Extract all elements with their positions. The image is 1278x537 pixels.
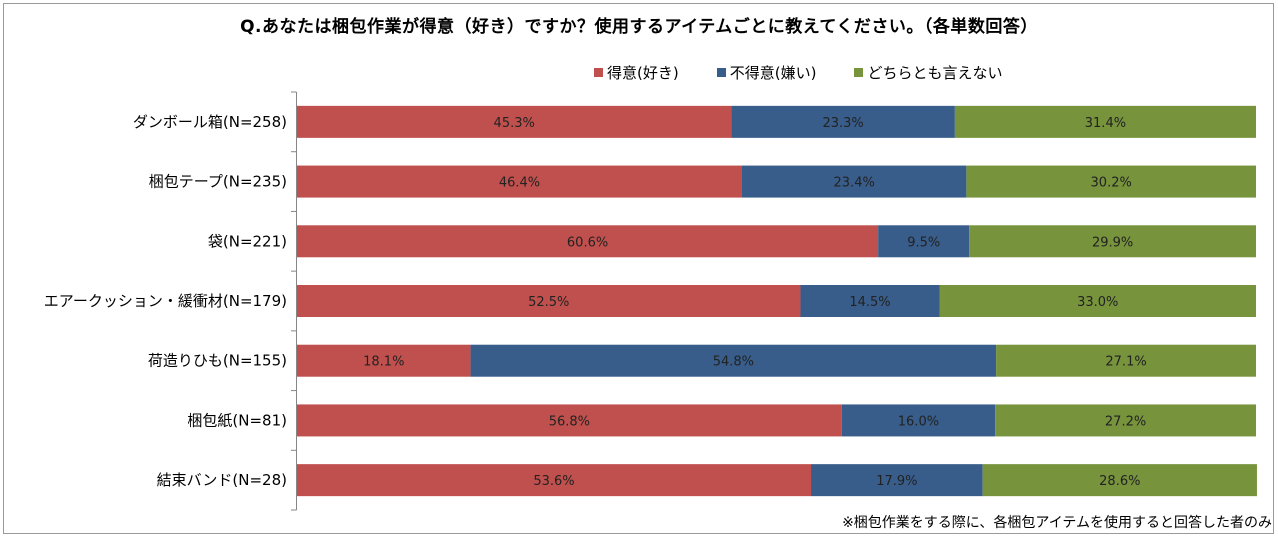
data-label-skilled: 45.3% [494, 116, 535, 131]
bar-segment-neutral [954, 105, 1256, 138]
category-label: 結束バンド(N=28) [157, 471, 287, 489]
data-label-unskilled: 9.5% [907, 235, 940, 250]
category-label: 梱包テープ(N=235) [149, 173, 287, 191]
data-label-unskilled: 14.5% [849, 295, 890, 310]
category-label: エアークッション・緩衝材(N=179) [44, 292, 287, 310]
bar-segment-neutral [969, 225, 1256, 258]
legend-swatch-skilled [594, 67, 603, 77]
data-label-skilled: 53.6% [533, 474, 574, 489]
data-label-neutral: 27.1% [1105, 355, 1146, 370]
footnote: ※梱包作業をする際に、各梱包アイテムを使用すると回答した者のみ [842, 515, 1272, 531]
chart-title: Q.あなたは梱包作業が得意（好き）ですか？使用するアイテムごとに教えてください。… [240, 17, 1038, 37]
bar-segment-unskilled [800, 285, 940, 317]
data-label-unskilled: 54.8% [713, 355, 754, 370]
data-label-unskilled: 16.0% [898, 414, 939, 429]
category-label: 袋(N=221) [208, 232, 287, 250]
bar-segment-neutral [996, 344, 1256, 377]
bar-segment-unskilled [741, 165, 967, 198]
bar-segment-skilled [297, 225, 879, 258]
data-label-neutral: 29.9% [1092, 235, 1133, 250]
data-label-neutral: 31.4% [1085, 116, 1126, 131]
data-label-unskilled: 23.3% [822, 116, 863, 131]
legend-label-neutral: どちらとも言えない [867, 63, 1003, 82]
legend-swatch-unskilled [716, 67, 726, 77]
data-label-unskilled: 23.4% [834, 176, 875, 191]
bar-segment-unskilled [841, 404, 996, 437]
bar-segment-unskilled [731, 105, 955, 138]
chart-frame [3, 3, 1274, 534]
legend-item-unskilled: 不得意(嫌い) [716, 62, 817, 83]
bar-segment-skilled [297, 285, 801, 317]
bar-segment-neutral [939, 285, 1256, 317]
data-label-skilled: 46.4% [499, 176, 540, 191]
data-label-unskilled: 17.9% [876, 474, 917, 489]
data-label-skilled: 56.8% [549, 414, 590, 429]
bar-segment-neutral [982, 464, 1257, 497]
legend-item-skilled: 得意(好き) [594, 62, 679, 83]
data-label-neutral: 30.2% [1091, 176, 1132, 191]
bar-segment-unskilled [878, 225, 970, 258]
bar-segment-skilled [297, 404, 842, 437]
data-label-skilled: 52.5% [528, 295, 569, 310]
bar-segment-neutral [966, 165, 1256, 198]
category-label: 梱包紙(N=81) [187, 411, 287, 429]
bar-segment-skilled [297, 464, 812, 497]
bar-segment-skilled [297, 105, 732, 138]
category-label: 荷造りひも(N=155) [148, 352, 287, 370]
legend-label-unskilled: 不得意(嫌い) [729, 63, 817, 82]
bar-segment-neutral [995, 404, 1256, 437]
bar-segment-unskilled [811, 464, 983, 497]
data-label-neutral: 28.6% [1099, 474, 1140, 489]
data-label-neutral: 27.2% [1105, 414, 1146, 429]
bar-segment-unskilled [470, 344, 997, 377]
data-label-neutral: 33.0% [1077, 295, 1118, 310]
legend-swatch-neutral [854, 67, 864, 77]
legend: 得意(好き) 不得意(嫌い) どちらとも言えない [594, 62, 1002, 82]
bar-segment-skilled [297, 344, 471, 377]
data-label-skilled: 18.1% [363, 355, 404, 370]
bar-segment-skilled [297, 165, 742, 198]
data-label-skilled: 60.6% [567, 235, 608, 250]
legend-label-skilled: 得意(好き) [607, 63, 679, 82]
legend-item-neutral: どちらとも言えない [854, 62, 1002, 83]
category-label: ダンボール箱(N=258) [133, 113, 287, 131]
